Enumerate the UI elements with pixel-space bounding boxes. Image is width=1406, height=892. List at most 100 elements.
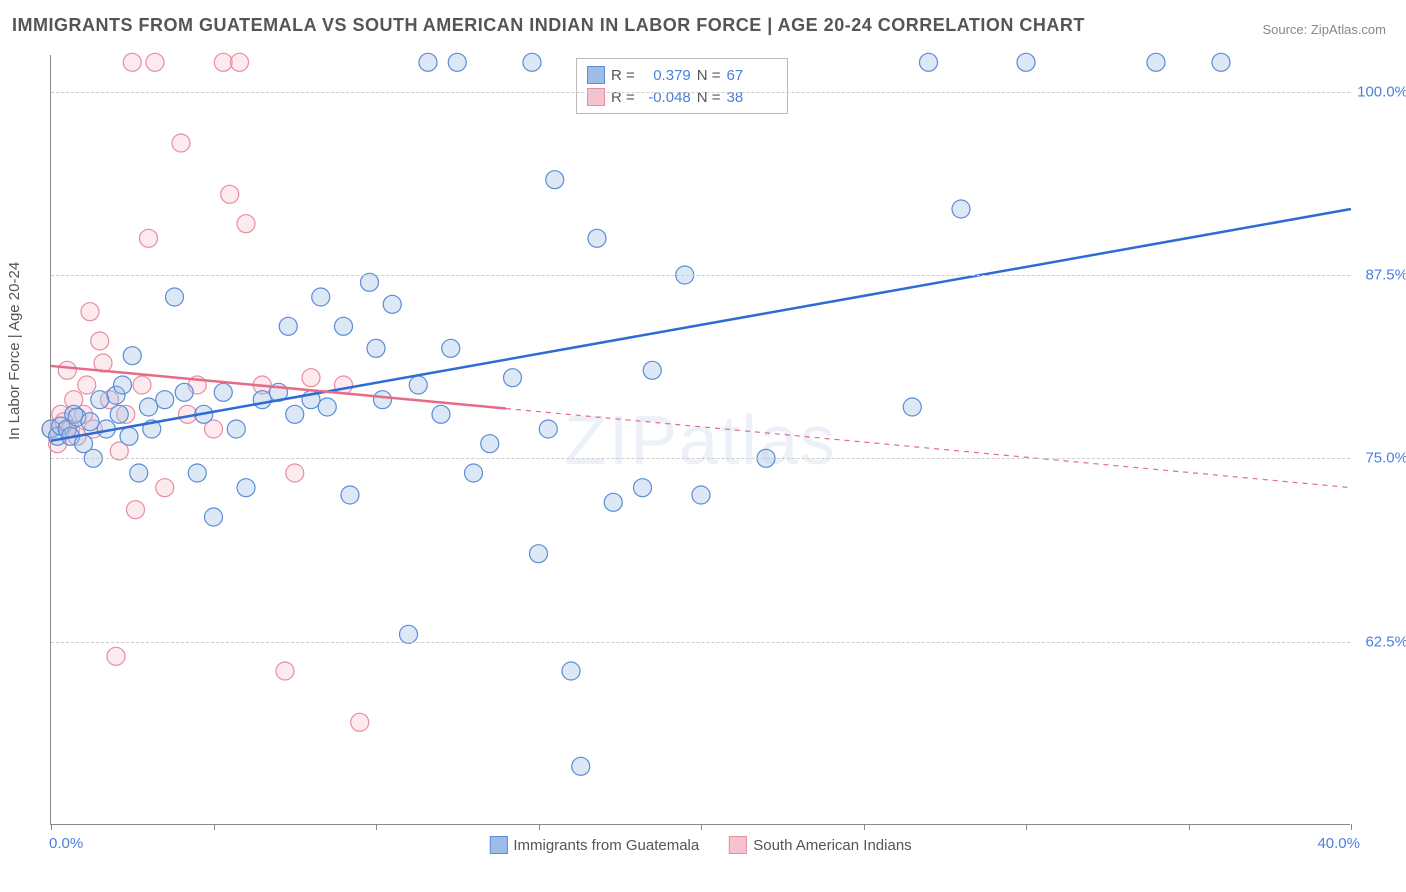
legend-r-value-0: 0.379 — [641, 67, 691, 84]
data-point — [604, 493, 622, 511]
data-point — [1212, 53, 1230, 71]
y-tick-label: 62.5% — [1353, 633, 1406, 650]
data-point — [1017, 53, 1035, 71]
data-point — [146, 53, 164, 71]
data-point — [127, 501, 145, 519]
data-point — [318, 398, 336, 416]
data-point — [237, 215, 255, 233]
x-tick-label: 0.0% — [49, 835, 83, 852]
data-point — [140, 398, 158, 416]
legend-n-label-0: N = — [697, 67, 721, 84]
series-legend: Immigrants from Guatemala South American… — [489, 836, 911, 854]
data-point — [107, 647, 125, 665]
data-point — [361, 273, 379, 291]
data-point — [166, 288, 184, 306]
data-point — [156, 391, 174, 409]
x-tick — [539, 824, 540, 830]
legend-item-0-label: Immigrants from Guatemala — [513, 837, 699, 854]
chart-container: IMMIGRANTS FROM GUATEMALA VS SOUTH AMERI… — [0, 0, 1406, 892]
data-point — [562, 662, 580, 680]
data-point — [448, 53, 466, 71]
data-point — [205, 508, 223, 526]
legend-swatch-0 — [587, 66, 605, 84]
x-tick — [701, 824, 702, 830]
data-point — [130, 464, 148, 482]
data-point — [546, 171, 564, 189]
data-point — [481, 435, 499, 453]
data-point — [81, 413, 99, 431]
data-point — [341, 486, 359, 504]
legend-item-1-label: South American Indians — [753, 837, 911, 854]
x-tick — [376, 824, 377, 830]
plot-svg — [51, 55, 1350, 824]
data-point — [91, 391, 109, 409]
regression-line-solid — [51, 209, 1351, 441]
legend-n-value-0: 67 — [727, 67, 777, 84]
data-point — [383, 295, 401, 313]
data-point — [276, 662, 294, 680]
data-point — [692, 486, 710, 504]
data-point — [312, 288, 330, 306]
data-point — [227, 420, 245, 438]
x-tick — [51, 824, 52, 830]
data-point — [140, 229, 158, 247]
data-point — [175, 383, 193, 401]
gridline-h — [51, 642, 1350, 643]
legend-r-label-0: R = — [611, 67, 635, 84]
x-tick — [1026, 824, 1027, 830]
y-tick-label: 100.0% — [1353, 83, 1406, 100]
data-point — [81, 303, 99, 321]
source-attribution: Source: ZipAtlas.com — [1262, 22, 1386, 37]
data-point — [432, 405, 450, 423]
data-point — [523, 53, 541, 71]
data-point — [120, 427, 138, 445]
y-tick-label: 75.0% — [1353, 450, 1406, 467]
legend-bottom-swatch-1 — [729, 836, 747, 854]
legend-item-1: South American Indians — [729, 836, 911, 854]
data-point — [351, 713, 369, 731]
data-point — [286, 405, 304, 423]
y-axis-label: In Labor Force | Age 20-24 — [6, 262, 23, 440]
data-point — [172, 134, 190, 152]
data-point — [442, 339, 460, 357]
data-point — [1147, 53, 1165, 71]
data-point — [221, 185, 239, 203]
data-point — [253, 391, 271, 409]
data-point — [903, 398, 921, 416]
plot-area: ZIPatlas R = 0.379 N = 67 R = -0.048 N =… — [50, 55, 1350, 825]
data-point — [188, 464, 206, 482]
legend-item-0: Immigrants from Guatemala — [489, 836, 699, 854]
data-point — [400, 625, 418, 643]
data-point — [419, 53, 437, 71]
data-point — [335, 376, 353, 394]
data-point — [133, 376, 151, 394]
data-point — [335, 317, 353, 335]
data-point — [634, 479, 652, 497]
regression-line-dashed — [506, 409, 1351, 488]
data-point — [465, 464, 483, 482]
gridline-h — [51, 458, 1350, 459]
source-name: ZipAtlas.com — [1311, 22, 1386, 37]
legend-bottom-swatch-0 — [489, 836, 507, 854]
data-point — [539, 420, 557, 438]
source-prefix: Source: — [1262, 22, 1310, 37]
data-point — [409, 376, 427, 394]
x-tick — [1351, 824, 1352, 830]
data-point — [286, 464, 304, 482]
data-point — [123, 347, 141, 365]
x-tick — [864, 824, 865, 830]
data-point — [214, 383, 232, 401]
x-tick-label: 40.0% — [1317, 835, 1360, 852]
data-point — [302, 369, 320, 387]
data-point — [530, 545, 548, 563]
data-point — [110, 405, 128, 423]
data-point — [58, 361, 76, 379]
data-point — [920, 53, 938, 71]
data-point — [952, 200, 970, 218]
data-point — [156, 479, 174, 497]
data-point — [91, 332, 109, 350]
data-point — [374, 391, 392, 409]
x-tick — [214, 824, 215, 830]
chart-title: IMMIGRANTS FROM GUATEMALA VS SOUTH AMERI… — [12, 15, 1085, 36]
gridline-h — [51, 92, 1350, 93]
